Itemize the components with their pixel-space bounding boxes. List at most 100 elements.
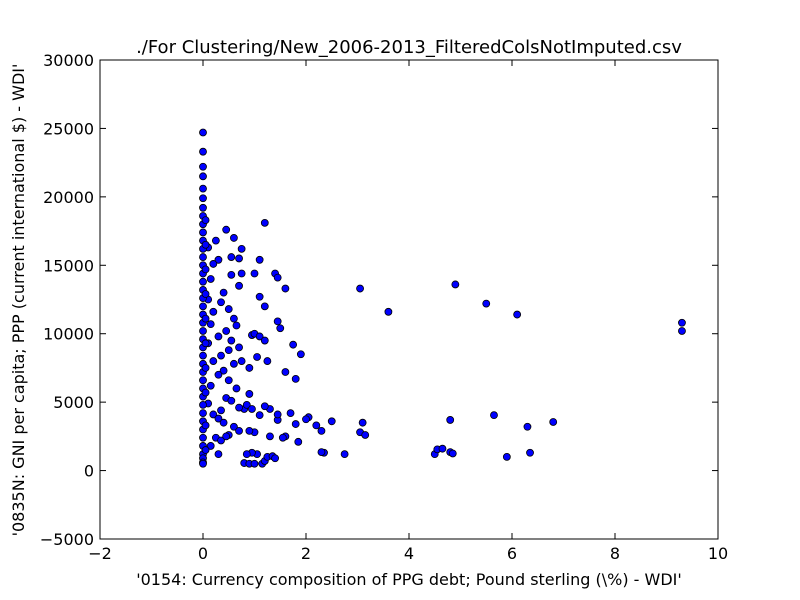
scatter-point: [237, 244, 246, 253]
scatter-point: [214, 370, 223, 379]
scatter-point: [217, 406, 225, 415]
scatter-point: [312, 421, 321, 430]
scatter-point: [523, 422, 532, 431]
scatter-point: [237, 269, 246, 278]
scatter-point: [273, 317, 282, 326]
scatter-point: [201, 388, 210, 397]
scatter-point: [260, 402, 269, 411]
scatter-point: [222, 225, 231, 234]
scatter-point: [199, 184, 207, 193]
scatter-point: [201, 339, 210, 348]
scatter-point: [199, 409, 207, 417]
scatter-point: [273, 410, 282, 419]
scatter-point: [438, 444, 447, 453]
scatter-point: [201, 314, 210, 323]
scatter-point: [217, 436, 225, 445]
scatter-point: [291, 374, 300, 383]
x-tick-label: 0: [198, 544, 208, 563]
scatter-point: [248, 405, 256, 413]
y-tick-label: −5000: [40, 530, 94, 549]
scatter-point: [286, 409, 295, 417]
scatter-point: [199, 253, 207, 261]
scatter-point: [199, 194, 207, 203]
scatter-point: [260, 336, 269, 345]
scatter-point: [245, 390, 254, 398]
scatter-point: [250, 459, 259, 468]
scatter-point: [214, 255, 223, 264]
scatter-point: [206, 381, 215, 390]
scatter-point: [229, 359, 238, 368]
scatter-point: [222, 432, 231, 441]
scatter-point: [294, 437, 303, 446]
scatter-point: [211, 236, 220, 245]
scatter-point: [502, 452, 511, 461]
scatter-point: [199, 203, 207, 212]
x-tick-label: 10: [708, 544, 728, 563]
scatter-point: [296, 350, 305, 359]
scatter-point: [229, 314, 238, 323]
scatter-point: [242, 400, 251, 409]
scatter-point: [227, 396, 236, 405]
scatter-point: [253, 353, 261, 361]
scatter-point: [199, 376, 207, 385]
scatter-point: [227, 253, 236, 261]
scatter-point: [356, 284, 364, 293]
scatter-point: [217, 351, 225, 360]
scatter-point: [201, 216, 210, 225]
scatter-point: [281, 284, 290, 293]
scatter-point: [266, 432, 274, 441]
scatter-point: [317, 448, 326, 456]
scatter-point: [291, 420, 300, 428]
scatter-point: [260, 218, 269, 227]
scatter-point: [214, 414, 223, 423]
scatter-point: [199, 302, 207, 311]
scatter-point: [224, 305, 233, 313]
scatter-point: [201, 421, 210, 430]
scatter-point: [250, 269, 259, 278]
scatter-point: [199, 400, 207, 409]
scatter-point: [289, 340, 298, 349]
scatter-point: [235, 426, 243, 435]
scatter-point: [260, 302, 269, 311]
x-tick-label: 8: [610, 544, 620, 563]
scatter-point: [513, 310, 522, 319]
scatter-point: [232, 321, 241, 330]
scatter-point: [227, 270, 236, 279]
scatter-point: [278, 433, 287, 442]
chart-title: ./For Clustering/New_2006-2013_FilteredC…: [136, 37, 682, 58]
scatter-point: [549, 418, 558, 426]
scatter-point: [245, 364, 254, 372]
y-tick-label: 30000: [43, 51, 94, 70]
scatter-point: [235, 281, 243, 290]
scatter-point: [209, 260, 218, 268]
scatter-point: [199, 433, 207, 442]
scatter-point: [227, 336, 236, 345]
scatter-point: [206, 320, 215, 329]
scatter-point: [214, 332, 223, 341]
scatter-point: [199, 228, 207, 237]
scatter-point: [678, 318, 686, 327]
scatter-point: [224, 376, 233, 385]
scatter-point: [281, 368, 290, 376]
x-tick-label: 4: [404, 544, 414, 563]
scatter-point: [340, 450, 349, 459]
scatter-point: [358, 418, 367, 427]
scatter-point: [361, 431, 370, 439]
y-tick-label: 25000: [43, 119, 94, 138]
scatter-point: [199, 459, 207, 468]
scatter-point: [245, 426, 254, 435]
scatter-point: [224, 346, 233, 355]
scatter-point: [199, 277, 207, 286]
scatter-point: [327, 417, 336, 426]
scatter-point: [235, 254, 243, 263]
scatter-point: [451, 280, 460, 289]
scatter-point: [206, 442, 215, 450]
scatter-point: [229, 234, 238, 242]
scatter-point: [222, 327, 231, 335]
scatter-point: [229, 422, 238, 431]
scatter-point: [446, 416, 455, 424]
scatter-point: [209, 307, 218, 316]
scatter-point: [263, 357, 272, 365]
scatter-point: [206, 275, 215, 283]
